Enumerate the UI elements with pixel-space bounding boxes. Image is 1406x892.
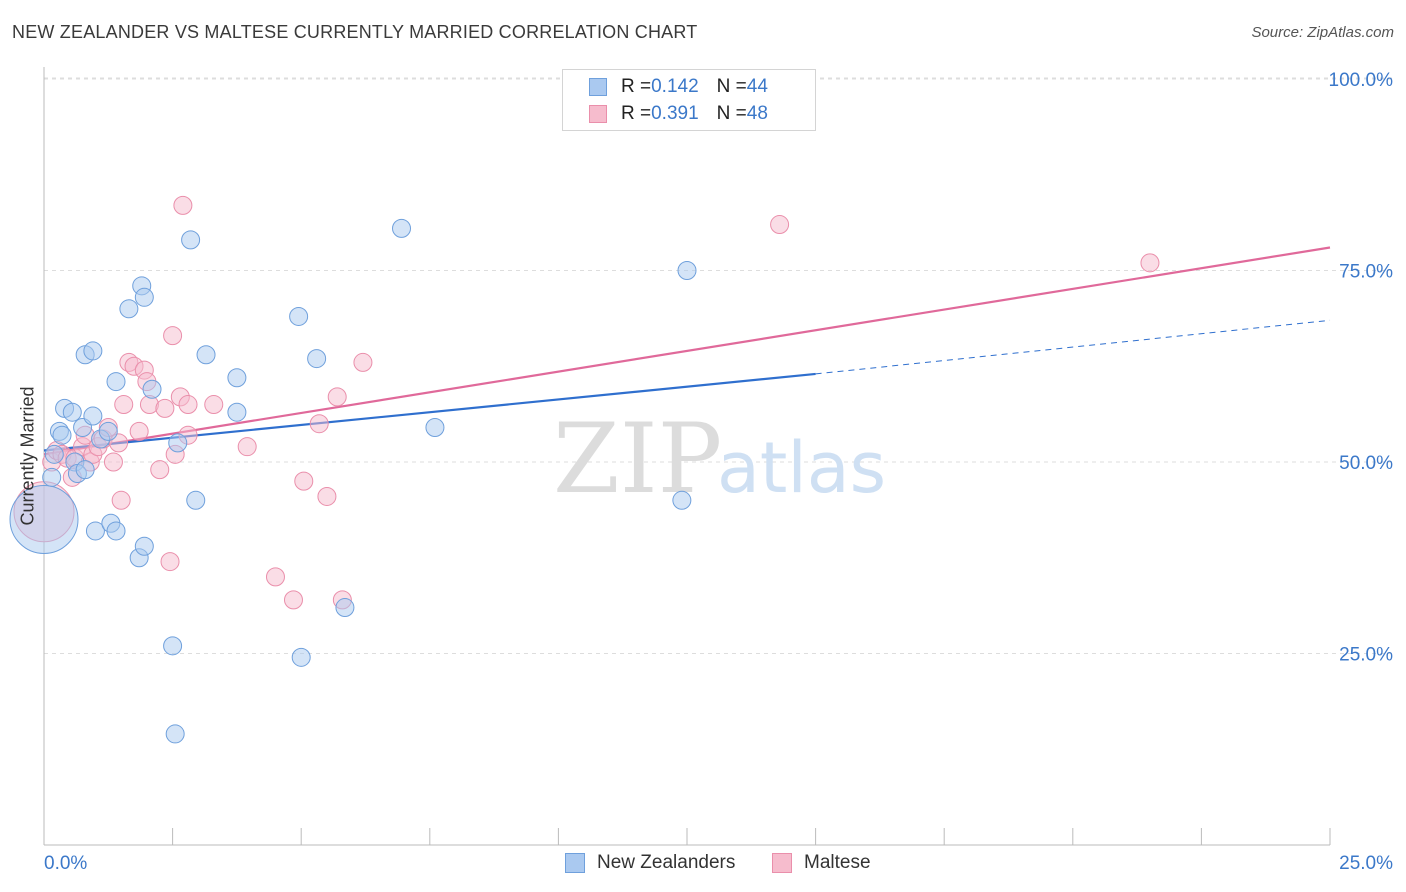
point-new-zealanders bbox=[291, 647, 311, 667]
legend-r-label: R = bbox=[621, 76, 652, 97]
watermark-atlas: atlas bbox=[717, 427, 886, 509]
point-new-zealanders bbox=[196, 345, 216, 365]
point-new-zealanders bbox=[42, 467, 62, 487]
point-maltese bbox=[160, 552, 180, 572]
point-maltese bbox=[283, 590, 303, 610]
point-new-zealanders bbox=[75, 460, 95, 480]
y-tick-label: 25.0% bbox=[1339, 645, 1393, 666]
point-maltese bbox=[163, 326, 183, 346]
point-new-zealanders bbox=[163, 636, 183, 656]
point-new-zealanders bbox=[83, 341, 103, 361]
series-swatch-pink bbox=[772, 853, 792, 873]
y-axis-label: Currently Married bbox=[17, 386, 38, 526]
legend-n-label: N = bbox=[716, 103, 747, 124]
point-maltese bbox=[294, 471, 314, 491]
chart-title: NEW ZEALANDER VS MALTESE CURRENTLY MARRI… bbox=[12, 22, 698, 42]
point-maltese bbox=[173, 195, 193, 215]
point-new-zealanders bbox=[9, 484, 79, 554]
watermark-zip: ZIP bbox=[553, 403, 722, 515]
legend-swatch-blue bbox=[589, 78, 607, 96]
point-maltese bbox=[770, 215, 790, 235]
series-legend: New Zealanders Maltese bbox=[0, 852, 1406, 876]
legend-n-value: 48 bbox=[746, 103, 768, 124]
point-new-zealanders bbox=[98, 421, 118, 441]
point-maltese bbox=[111, 490, 131, 510]
point-maltese bbox=[309, 414, 329, 434]
point-new-zealanders bbox=[85, 521, 105, 541]
series-legend-new-zealanders[interactable]: New Zealanders bbox=[565, 852, 735, 874]
tick-labels: 25.0% 50.0% 75.0% 100.0% 0.0% 25.0% bbox=[44, 70, 1393, 874]
point-maltese bbox=[155, 398, 175, 418]
point-new-zealanders bbox=[227, 368, 247, 388]
point-new-zealanders bbox=[83, 406, 103, 426]
x-tick-label: 25.0% bbox=[1339, 853, 1393, 874]
point-maltese bbox=[103, 452, 123, 472]
point-maltese bbox=[129, 421, 149, 441]
point-maltese bbox=[150, 460, 170, 480]
legend-row-maltese: R = 0.391 N = 48 bbox=[589, 102, 768, 126]
point-new-zealanders bbox=[106, 372, 126, 392]
point-new-zealanders bbox=[672, 490, 692, 510]
legend-r-value: 0.391 bbox=[651, 103, 699, 124]
trend-line-new-zealanders-extension bbox=[815, 319, 1331, 375]
point-maltese bbox=[178, 395, 198, 415]
point-new-zealanders bbox=[119, 299, 139, 319]
series-swatch-blue bbox=[565, 853, 585, 873]
y-tick-label: 100.0% bbox=[1329, 70, 1394, 91]
point-new-zealanders bbox=[134, 287, 154, 307]
trend-line-maltese bbox=[43, 246, 1331, 456]
point-maltese bbox=[265, 567, 285, 587]
point-maltese bbox=[317, 486, 337, 506]
legend-n-label: N = bbox=[716, 76, 747, 97]
point-maltese bbox=[327, 387, 347, 407]
point-new-zealanders bbox=[677, 261, 697, 280]
source-label: Source: ZipAtlas.com bbox=[1251, 24, 1394, 41]
point-maltese bbox=[114, 395, 134, 415]
point-new-zealanders bbox=[52, 425, 72, 445]
legend-swatch-pink bbox=[589, 105, 607, 123]
point-new-zealanders bbox=[307, 349, 327, 369]
point-maltese bbox=[353, 352, 373, 372]
point-new-zealanders bbox=[134, 536, 154, 556]
point-new-zealanders bbox=[106, 521, 126, 541]
point-new-zealanders bbox=[425, 418, 445, 438]
point-new-zealanders bbox=[186, 490, 206, 510]
point-maltese bbox=[1140, 253, 1160, 273]
point-new-zealanders bbox=[335, 598, 355, 618]
series-legend-label: Maltese bbox=[804, 852, 871, 873]
point-new-zealanders bbox=[227, 402, 247, 422]
point-new-zealanders bbox=[142, 379, 162, 399]
series-legend-maltese[interactable]: Maltese bbox=[772, 852, 871, 874]
legend-r-value: 0.142 bbox=[651, 76, 699, 97]
legend-row-new-zealanders: R = 0.142 N = 44 bbox=[589, 75, 768, 99]
data-points bbox=[9, 195, 1160, 744]
y-tick-label: 75.0% bbox=[1339, 262, 1393, 283]
gridlines bbox=[44, 77, 1392, 654]
point-new-zealanders bbox=[392, 218, 412, 238]
point-maltese bbox=[204, 395, 224, 415]
x-tick-label: 0.0% bbox=[44, 853, 87, 874]
y-tick-label: 50.0% bbox=[1339, 453, 1393, 474]
correlation-legend: R = 0.142 N = 44 R = 0.391 N = 48 bbox=[562, 69, 816, 131]
point-new-zealanders bbox=[289, 306, 309, 326]
series-legend-label: New Zealanders bbox=[597, 852, 736, 873]
point-new-zealanders bbox=[181, 230, 201, 250]
axes bbox=[43, 67, 1331, 846]
point-maltese bbox=[237, 437, 257, 457]
point-new-zealanders bbox=[165, 724, 185, 744]
point-new-zealanders bbox=[62, 402, 82, 422]
legend-r-label: R = bbox=[621, 103, 652, 124]
point-new-zealanders bbox=[168, 433, 188, 453]
point-new-zealanders bbox=[44, 444, 64, 464]
legend-n-value: 44 bbox=[746, 76, 768, 97]
